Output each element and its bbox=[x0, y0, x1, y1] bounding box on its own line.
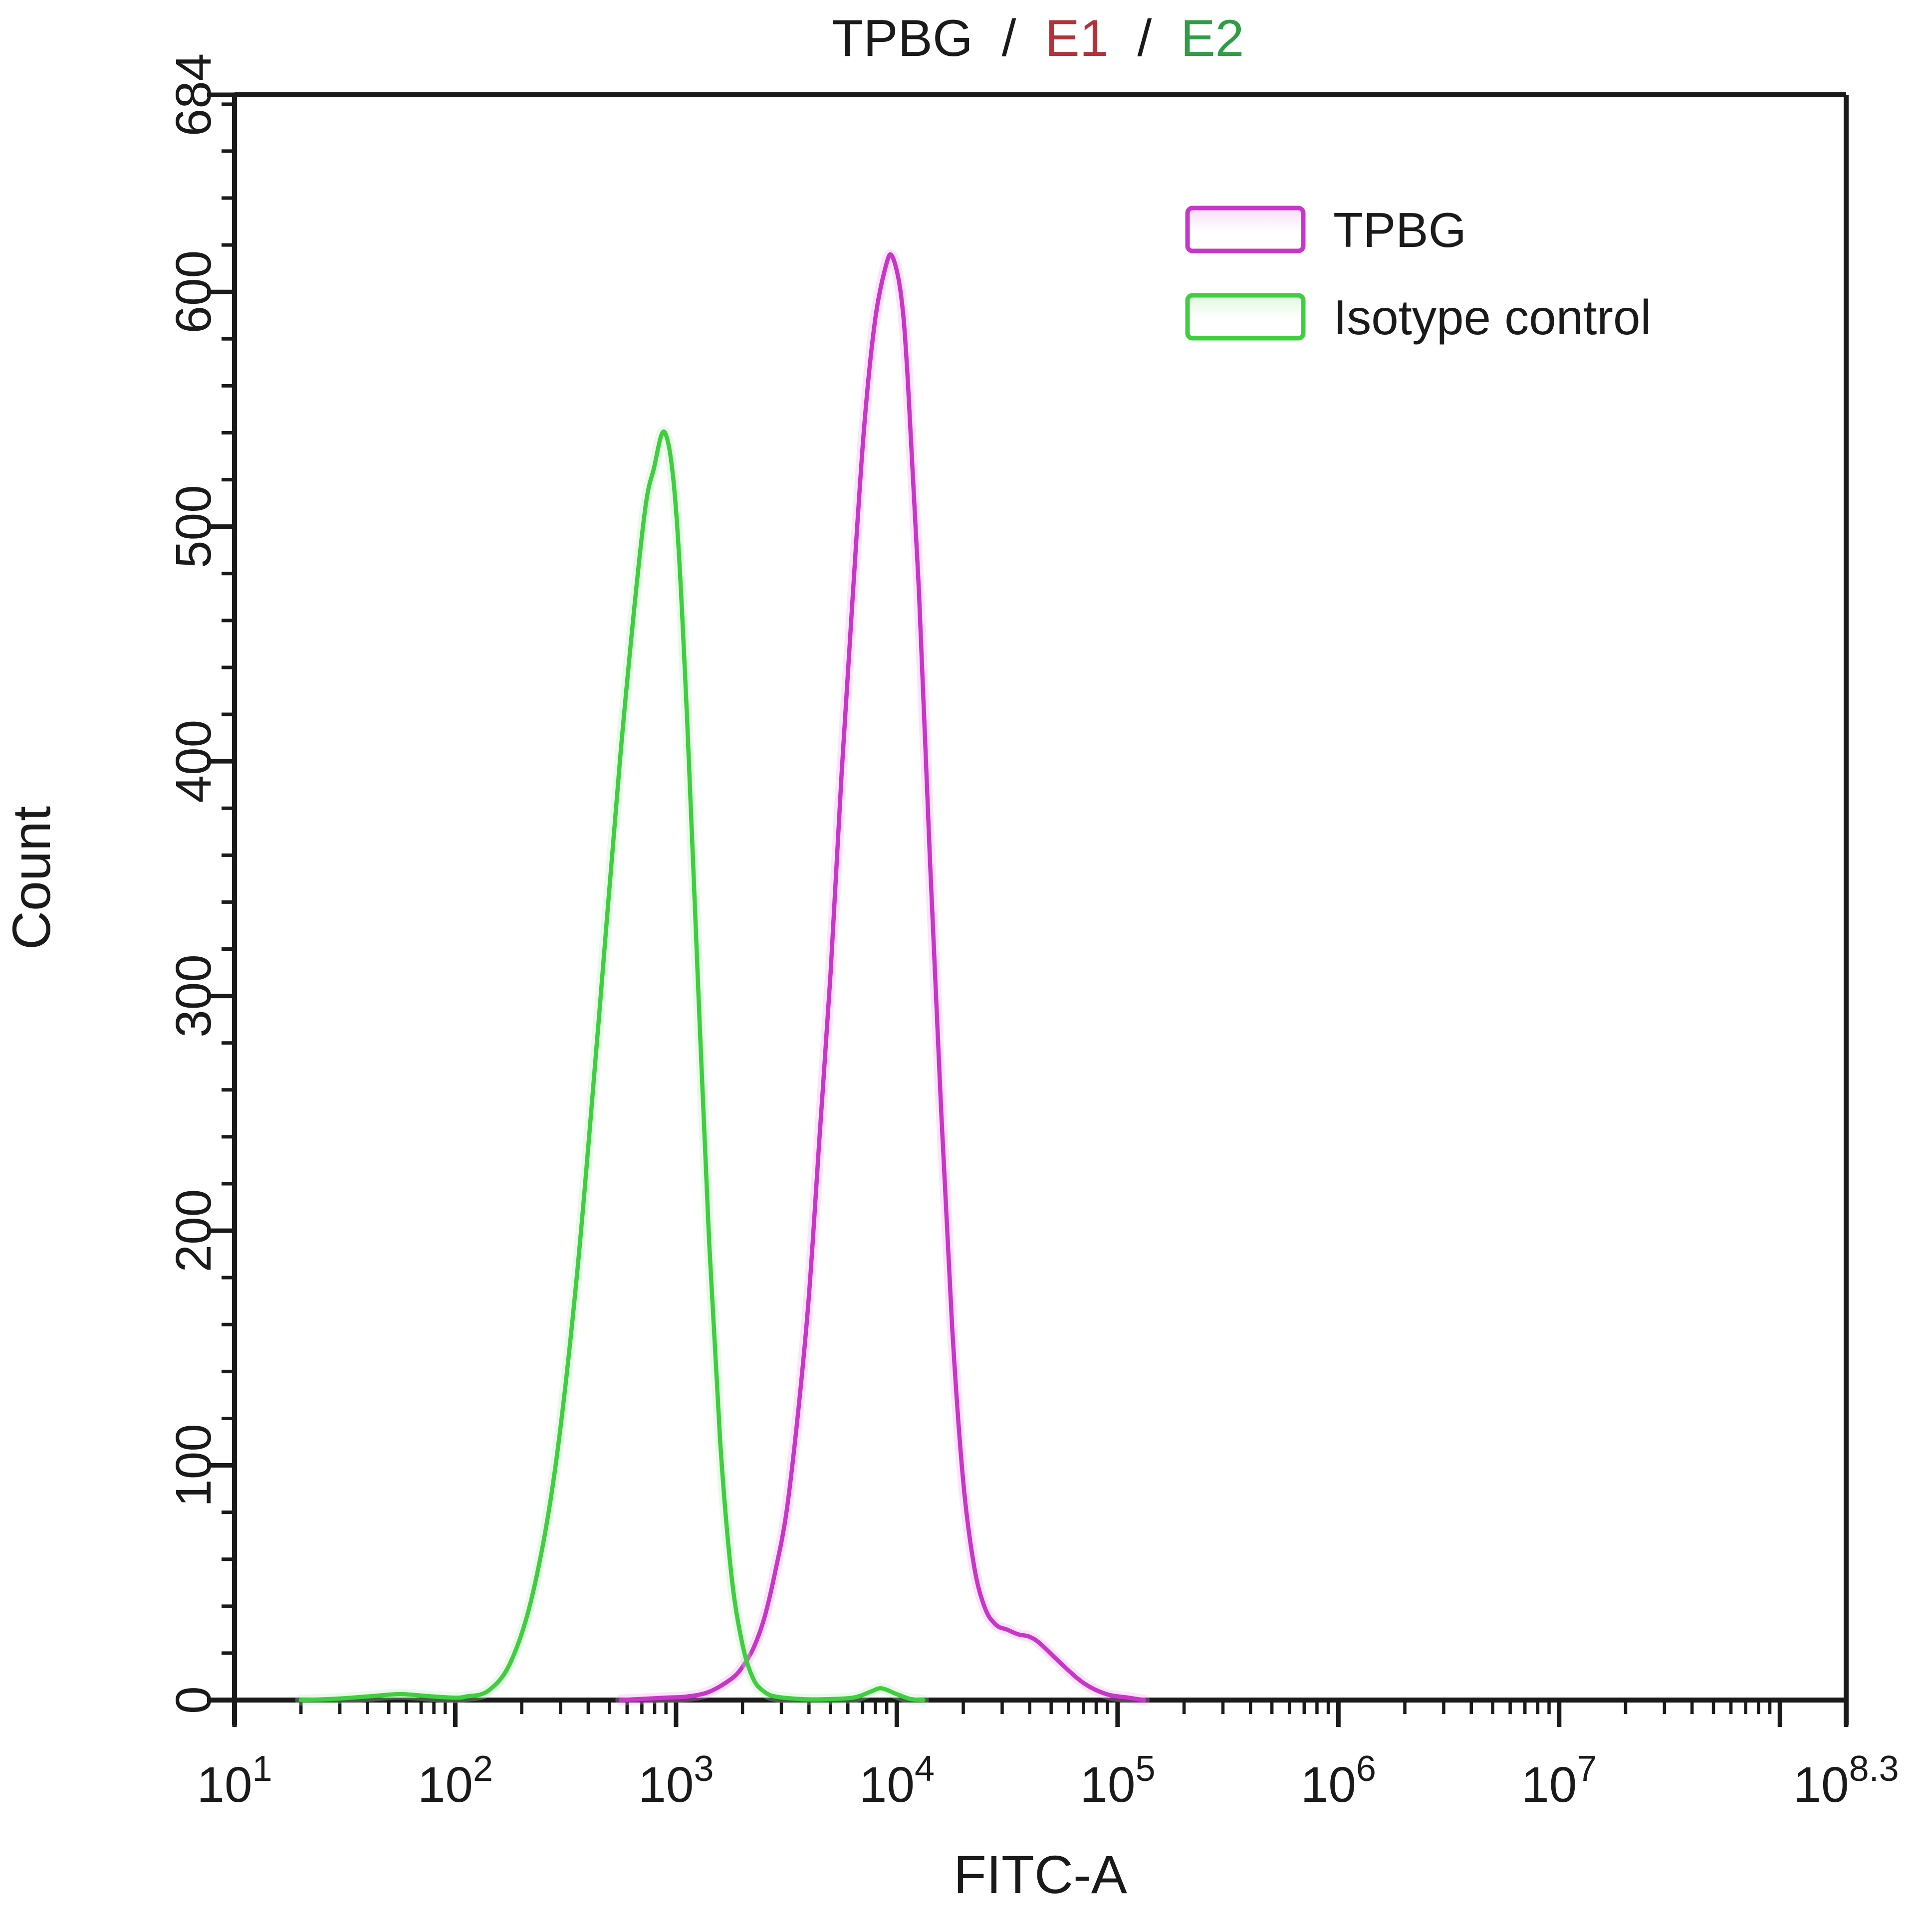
plot-frame bbox=[209, 92, 1849, 1725]
legend: TPBG Isotype control bbox=[1185, 203, 1651, 345]
x-axis-ticks bbox=[232, 1700, 1849, 1727]
legend-swatch-isotype bbox=[1185, 293, 1306, 341]
y-axis-ticks bbox=[207, 92, 235, 1703]
x-axis-tick-labels: 101 102 103 104 105 106 107 108.3 bbox=[197, 1749, 1899, 1813]
histogram-curves bbox=[295, 249, 1150, 1706]
y-tick-label: 684 bbox=[166, 53, 222, 137]
x-tick-label: 104 bbox=[859, 1749, 935, 1813]
x-tick-label: 105 bbox=[1080, 1749, 1155, 1813]
chart-title-separator: / bbox=[1123, 9, 1166, 67]
y-tick-label: 500 bbox=[166, 485, 222, 568]
y-tick-label: 0 bbox=[166, 1686, 222, 1714]
legend-label-tpbg: TPBG bbox=[1333, 203, 1466, 257]
x-tick-label: 102 bbox=[418, 1749, 493, 1813]
y-tick-label: 400 bbox=[166, 720, 222, 803]
chart-title-separator: / bbox=[987, 9, 1031, 67]
y-tick-label: 300 bbox=[166, 954, 222, 1038]
chart-title: TPBG / E1 / E2 bbox=[832, 9, 1244, 67]
y-tick-label: 100 bbox=[166, 1424, 222, 1507]
tpbg-curve bbox=[619, 252, 1147, 1703]
x-tick-label: 101 bbox=[197, 1749, 272, 1813]
chart-title-sample: TPBG bbox=[832, 9, 973, 67]
y-axis-tick-labels: 0 100 200 300 400 500 600 684 bbox=[166, 53, 222, 1714]
x-tick-label: 106 bbox=[1301, 1749, 1376, 1813]
x-tick-label: 103 bbox=[638, 1749, 714, 1813]
x-tick-label: 108.3 bbox=[1793, 1749, 1899, 1813]
y-tick-label: 200 bbox=[166, 1189, 222, 1273]
legend-swatch-tpbg bbox=[1185, 206, 1306, 253]
chart-title-clone-e1: E1 bbox=[1045, 9, 1108, 67]
y-tick-label: 600 bbox=[166, 250, 222, 334]
x-axis-title: FITC-A bbox=[954, 1844, 1127, 1905]
isotype-control-curve bbox=[298, 429, 926, 1703]
legend-label-isotype: Isotype control bbox=[1333, 290, 1651, 345]
y-axis-title: Count bbox=[1, 806, 61, 950]
chart-title-clone-e2: E2 bbox=[1181, 9, 1244, 67]
x-tick-label: 107 bbox=[1521, 1749, 1597, 1813]
